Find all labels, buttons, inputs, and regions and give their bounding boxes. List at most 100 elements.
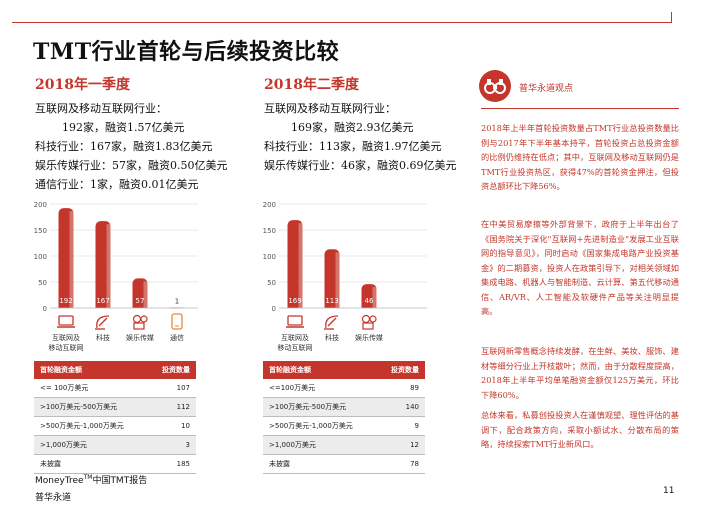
q2-heading: 2018年二季度 <box>264 77 359 93</box>
bar-base <box>58 302 74 308</box>
laptop-icon <box>58 315 74 326</box>
range-cell: >1,000万美元 <box>34 435 149 455</box>
category-label: 娱乐传媒 <box>126 333 154 342</box>
y-tick-label: 100 <box>34 253 47 261</box>
count-cell: 185 <box>148 454 196 474</box>
film-reel <box>140 315 148 323</box>
range-cell: <=100万美元 <box>263 379 378 398</box>
q1-funding-table: 首轮融资金额 投资数量 <= 100万美元 107 >100万美元-500万美元 1… <box>34 361 196 474</box>
q1-heading: 2018年一季度 <box>35 77 130 93</box>
film-camera-body <box>362 322 374 330</box>
bar-base <box>287 302 303 308</box>
page-title: TMT行业首轮与后续投资比较 <box>33 39 340 65</box>
y-tick-label: 150 <box>263 227 276 235</box>
bar-highlight <box>69 211 74 308</box>
film-reel <box>369 315 377 323</box>
range-cell: >500万美元-1,000万美元 <box>263 416 378 436</box>
data-label: 169 <box>288 297 301 305</box>
count-cell: 112 <box>148 397 196 417</box>
category-label: 科技 <box>96 333 110 342</box>
q1-bar-chart: 200 150 100 50 0 192 互联网及移动互联网 167 科技 57 娱乐传媒 1 通信 <box>34 201 198 352</box>
count-cell: 10 <box>148 416 196 436</box>
footer-report: MoneyTreeTM中国TMT报告 <box>35 473 147 486</box>
q1-table-header-count: 投资数量 <box>148 361 196 379</box>
y-tick-label: 200 <box>263 201 276 209</box>
q1-stat-line: 娱乐传媒行业：57家，融资0.50亿美元 <box>35 159 228 172</box>
category-label: 通信 <box>170 333 184 342</box>
q2-stat-line: 互联网及移动互联网行业： <box>264 102 396 115</box>
category-label: 互联网及 <box>281 333 309 342</box>
y-tick-label: 50 <box>267 279 276 287</box>
q2-stats: 互联网及移动互联网行业： 169家，融资2.93亿美元 科技行业：113家，融资… <box>264 99 457 175</box>
count-cell: 78 <box>377 454 425 474</box>
table-row: 未披露 185 <box>34 454 196 474</box>
bar-base <box>324 302 340 308</box>
table-row: >100万美元-500万美元 140 <box>263 397 425 417</box>
table-row: 未披露 78 <box>263 454 425 474</box>
table-row: >1,000万美元 12 <box>263 435 425 455</box>
satellite-arm <box>327 317 337 327</box>
range-cell: >500万美元-1,000万美元 <box>34 416 149 436</box>
q2-stat-line: 科技行业：113家，融资1.97亿美元 <box>264 140 442 153</box>
film-icon <box>132 314 142 324</box>
insight-rule <box>481 108 679 109</box>
bar-highlight <box>298 223 303 308</box>
table-row: >1,000万美元 3 <box>34 435 196 455</box>
insight-paragraph: 总体来看，私募创投投资人在谨慎观望、理性评估的基调下，配合政策方向，采取小额试水… <box>481 410 679 449</box>
category-label: 移动互联网 <box>49 343 84 352</box>
bar-highlight <box>106 224 111 308</box>
table-row: >500万美元-1,000万美元 10 <box>34 416 196 436</box>
count-cell: 140 <box>377 397 425 417</box>
range-cell: <= 100万美元 <box>34 379 149 398</box>
q2-stat-line: 169家，融资2.93亿美元 <box>291 121 414 134</box>
y-tick-label: 150 <box>34 227 47 235</box>
table-row: >500万美元-1,000万美元 9 <box>263 416 425 436</box>
footer-tm: TM <box>83 474 93 481</box>
table-row: <=100万美元 89 <box>263 379 425 398</box>
laptop-icon <box>287 315 303 326</box>
bar-highlight <box>335 252 340 308</box>
q2-table-header-amount: 首轮融资金额 <box>263 361 378 379</box>
category-label: 科技 <box>325 333 339 342</box>
top-rule <box>12 22 672 23</box>
footer-company: 普华永道 <box>35 493 72 503</box>
insight-label: 普华永道观点 <box>519 84 574 94</box>
page-number: 11 <box>663 486 675 496</box>
q1-stats: 互联网及移动互联网行业： 192家，融资1.57亿美元 科技行业：167家，融资… <box>35 99 228 194</box>
q2-funding-table: 首轮融资金额 投资数量 <=100万美元 89 >100万美元-500万美元 140… <box>263 361 425 474</box>
y-tick-label: 100 <box>263 253 276 261</box>
count-cell: 3 <box>148 435 196 455</box>
bar-base <box>132 302 148 308</box>
satellite-arm <box>98 317 108 327</box>
satellite-icon <box>325 315 339 329</box>
insight-paragraph: 在中美贸易摩擦等外部背景下，政府于上半年出台了《国务院关于深化"互联网+先进制造… <box>481 219 679 316</box>
range-cell: 未披露 <box>263 454 378 474</box>
category-label: 移动互联网 <box>278 343 313 352</box>
film-camera-body <box>133 322 145 330</box>
q1-stat-line: 192家，融资1.57亿美元 <box>62 121 185 134</box>
data-label: 192 <box>59 297 72 305</box>
insight-paragraph: 互联网新零售概念持续发酵，在生鲜、美妆、服饰、建材等细分行业上开枝散叶；然而，由… <box>481 346 679 400</box>
data-label: 46 <box>365 297 374 305</box>
binoculars-icon <box>479 70 511 102</box>
q1-stat-line: 通信行业：1家，融资0.01亿美元 <box>35 178 199 191</box>
bar-base <box>95 302 111 308</box>
q1-stat-line: 互联网及移动互联网行业： <box>35 102 167 115</box>
count-cell: 107 <box>148 379 196 398</box>
range-cell: >100万美元-500万美元 <box>34 397 149 417</box>
range-cell: >100万美元-500万美元 <box>263 397 378 417</box>
bar-highlight <box>372 287 377 308</box>
q2-stat-line: 娱乐传媒行业：46家，融资0.69亿美元 <box>264 159 457 172</box>
data-label: 1 <box>175 297 179 305</box>
film-icon <box>361 314 371 324</box>
data-label: 167 <box>96 297 109 305</box>
bar-highlight <box>143 281 148 308</box>
top-rule-tick <box>671 12 672 22</box>
y-tick-label: 0 <box>43 305 47 313</box>
count-cell: 12 <box>377 435 425 455</box>
category-label: 互联网及 <box>52 333 80 342</box>
table-row: >100万美元-500万美元 112 <box>34 397 196 417</box>
phone-icon <box>171 313 183 330</box>
satellite-icon <box>96 315 110 329</box>
q2-bar-chart: 200 150 100 50 0 169 互联网及移动互联网 113 科技 46 娱乐传媒 <box>263 201 427 352</box>
